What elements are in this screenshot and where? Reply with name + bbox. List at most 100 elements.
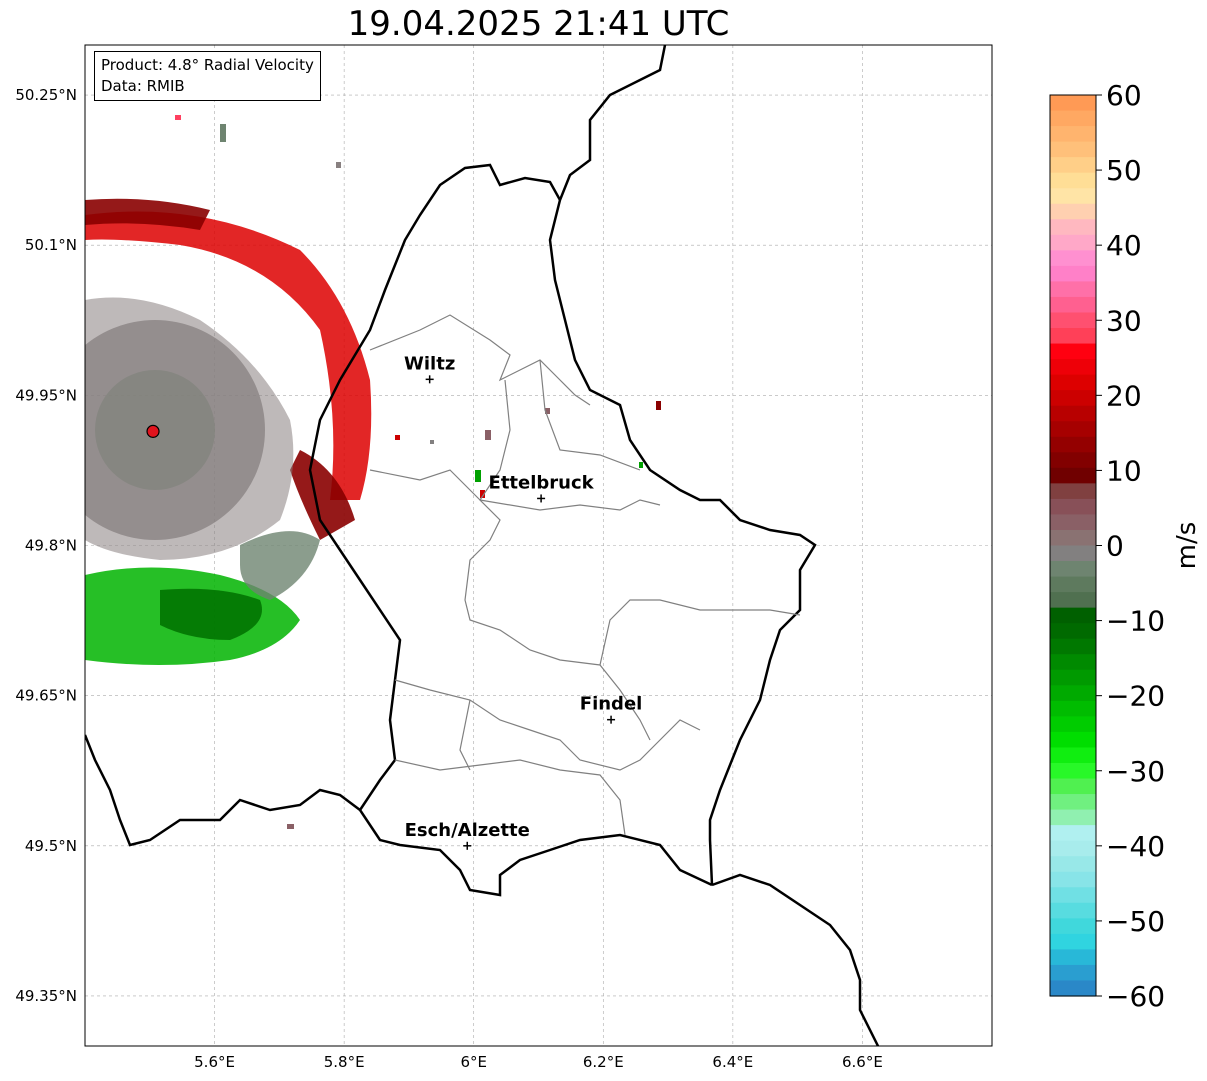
lat-tick-label: 50.1°N: [25, 236, 77, 254]
colorbar-segment: [1050, 762, 1096, 780]
colorbar-segment: [1050, 731, 1096, 749]
colorbar-segment: [1050, 126, 1096, 143]
colorbar-segment: [1050, 700, 1096, 717]
canton-border: [539, 359, 641, 471]
colorbar: 60 50 40 30 20 10 0 −10 −20 −30 −40 −50 −60 m/s: [1049, 79, 1202, 1013]
city-label: Ettelbruck: [489, 472, 595, 493]
border-germany-france: [711, 873, 880, 1046]
colorbar-segment: [1050, 871, 1096, 888]
colorbar-segment: [1050, 250, 1096, 267]
colorbar-tick-label: −10: [1106, 605, 1165, 638]
colorbar-segment: [1050, 949, 1096, 966]
lat-tick-label: 49.5°N: [25, 837, 77, 855]
colorbar-segment: [1050, 95, 1096, 112]
colorbar-segment: [1050, 576, 1096, 593]
city-marker: Wiltz: [404, 353, 455, 384]
canton-borders: [369, 314, 801, 836]
colorbar-segment: [1050, 933, 1096, 950]
colorbar-segment: [1050, 188, 1096, 205]
colorbar-segment: [1050, 203, 1096, 220]
radar-dot: [146, 424, 160, 438]
canton-border: [479, 499, 661, 511]
product-label: Product: 4.8° Radial Velocity: [101, 56, 314, 74]
colorbar-segment: [1050, 483, 1096, 500]
colorbar-tick-label: 50: [1106, 154, 1142, 187]
colorbar-segment: [1050, 390, 1096, 407]
border-germany: [548, 45, 817, 886]
colorbar-segment: [1050, 685, 1096, 702]
colorbar-segment: [1050, 141, 1096, 158]
colorbar-segment: [1050, 328, 1096, 345]
colorbar-label: m/s: [1172, 522, 1202, 570]
colorbar-segment: [1050, 902, 1096, 919]
lon-tick-label: 5.8°E: [324, 1053, 365, 1071]
lat-tick-label: 50.25°N: [15, 86, 77, 104]
radar-site-marker: [146, 424, 160, 438]
echo-speck: [287, 824, 294, 829]
colorbar-segment: [1050, 980, 1096, 997]
echo-speck: [336, 162, 341, 168]
colorbar-tick-label: 30: [1106, 304, 1142, 337]
colorbar-tick-label: −20: [1106, 680, 1165, 713]
lat-tick-label: 49.8°N: [25, 537, 77, 555]
canton-border: [394, 759, 626, 836]
colorbar-segment: [1050, 265, 1096, 283]
city-marker: Esch/Alzette: [405, 820, 530, 850]
colorbar-segment: [1050, 110, 1096, 127]
canton-border: [599, 599, 801, 666]
colorbar-segment: [1050, 436, 1096, 453]
canton-border: [464, 379, 651, 741]
colorbar-segment: [1050, 343, 1096, 360]
echo-grey-ring: [85, 297, 294, 560]
colorbar-segment: [1050, 592, 1096, 609]
echo-speck: [656, 401, 661, 410]
canton-border: [369, 314, 591, 406]
city-label: Findel: [580, 694, 643, 715]
colorbar-segment: [1050, 545, 1096, 562]
canton-border: [394, 679, 701, 771]
echo-speck: [545, 408, 550, 414]
colorbar-segment: [1050, 312, 1096, 329]
echo-speck: [220, 124, 226, 142]
city-marker: Ettelbruck: [489, 472, 595, 503]
colorbar-segment: [1050, 778, 1096, 795]
echo-darkgreen-region: [160, 588, 262, 640]
echo-speck: [475, 470, 481, 482]
colorbar-segment: [1050, 623, 1096, 640]
product-info-box: Product: 4.8° Radial Velocity Data: RMIB: [94, 51, 321, 101]
colorbar-segment: [1050, 747, 1096, 764]
colorbar-segment: [1050, 964, 1096, 982]
colorbar-segment: [1050, 654, 1096, 671]
colorbar-segment: [1050, 172, 1096, 189]
lat-tick-label: 49.65°N: [15, 687, 77, 705]
colorbar-segment: [1050, 918, 1096, 935]
colorbar-tick-label: −30: [1106, 755, 1165, 788]
colorbar-tick-label: 40: [1106, 229, 1142, 262]
canton-border: [369, 469, 481, 501]
echo-speck: [485, 430, 491, 440]
lat-tick-label: 49.95°N: [15, 386, 77, 404]
data-source-label: Data: RMIB: [101, 77, 185, 95]
lon-tick-label: 6.6°E: [842, 1053, 883, 1071]
city-marker: Findel: [580, 694, 643, 724]
colorbar-segment: [1050, 281, 1096, 298]
echo-grey-green-patch: [240, 531, 320, 600]
colorbar-segment: [1050, 157, 1096, 174]
echo-speck: [639, 462, 643, 468]
colorbar-segment: [1050, 794, 1096, 811]
lat-tick-label: 49.35°N: [15, 987, 77, 1005]
colorbar-segment: [1050, 716, 1096, 733]
colorbar-tick-label: 20: [1106, 379, 1142, 412]
colorbar-segment: [1050, 421, 1096, 438]
colorbar-tick-label: −50: [1106, 905, 1165, 938]
colorbar-tick-label: −40: [1106, 830, 1165, 863]
echo-speck: [480, 490, 485, 498]
echo-red-arc: [85, 211, 372, 501]
colorbar-segment: [1050, 514, 1096, 531]
echo-speck: [175, 115, 181, 120]
radar-echoes: [85, 115, 661, 829]
echo-speck: [430, 440, 434, 444]
colorbar-tick-label: 10: [1106, 454, 1142, 487]
colorbar-segment: [1050, 452, 1096, 469]
